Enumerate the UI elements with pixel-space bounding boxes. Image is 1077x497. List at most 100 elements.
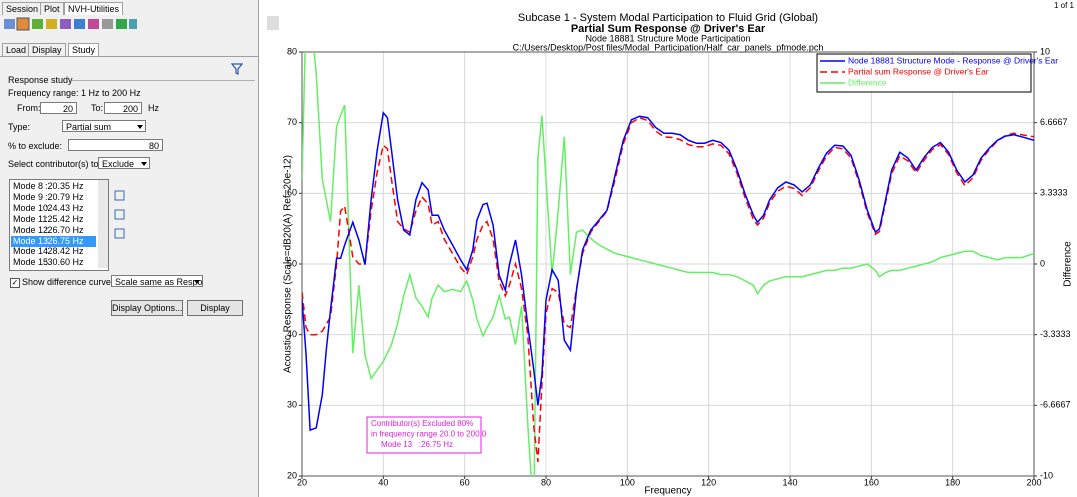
plot-frame xyxy=(301,51,1035,477)
list-item[interactable]: Mode 8:20.35 Hz xyxy=(11,181,96,192)
toolbar-icons xyxy=(4,17,137,31)
mode-list: Mode 8:20.35 Hz Mode 9:20.79 Hz Mode 10:24… xyxy=(9,179,109,271)
section-title: Response study xyxy=(8,75,73,85)
icon[interactable] xyxy=(102,19,113,29)
list-item[interactable]: Mode 9:20.79 Hz xyxy=(11,192,96,203)
list-text: :26.70 Hz xyxy=(45,224,84,235)
label: % to exclude: xyxy=(8,141,63,151)
y-axis-label: Acoustic Response (Scale=dB20(A) Ref=20e… xyxy=(283,155,294,373)
y2-tick-label: 10 xyxy=(1040,46,1050,56)
x-tick-label: 60 xyxy=(460,477,470,487)
legend-label: Difference xyxy=(848,77,887,87)
button[interactable]: Display xyxy=(187,300,243,316)
dropdown[interactable]: Scale same as Respon xyxy=(111,275,203,287)
y2-tick-label: -10 xyxy=(1040,470,1053,480)
label: Type: xyxy=(8,122,31,132)
list-text: Mode 8 xyxy=(13,181,44,191)
y-tick-label: 80 xyxy=(287,46,297,56)
list-text: Mode 12 xyxy=(13,224,49,235)
y-tick-label: 30 xyxy=(287,400,297,410)
y2-tick-label: 3.3333 xyxy=(1040,188,1068,198)
legend-box xyxy=(816,53,1032,93)
icon[interactable] xyxy=(46,19,57,29)
annotation-text: Mode 13 :26.75 Hz xyxy=(381,440,453,449)
tab[interactable]: Plot xyxy=(40,2,64,15)
tab[interactable]: NVH-Utilities xyxy=(64,2,124,15)
list-item[interactable]: Mode 14:28.42 Hz xyxy=(11,246,96,257)
tab[interactable]: Display xyxy=(28,43,66,56)
separator xyxy=(72,80,255,81)
chart-title: Subcase 1 - System Modal Participation t… xyxy=(518,12,818,24)
icon[interactable] xyxy=(114,228,125,239)
y-tick-label: 20 xyxy=(287,470,297,480)
list-item[interactable]: Mode 15:30.60 Hz xyxy=(11,257,96,268)
x-tick-label: 140 xyxy=(782,477,797,487)
tab[interactable]: Session xyxy=(2,2,43,15)
y2-tick-label: -6.6667 xyxy=(1040,400,1071,410)
icon[interactable] xyxy=(114,190,125,201)
annotation-text: in frequency range 20.0 to 200.0 xyxy=(371,430,487,439)
list-item[interactable]: Mode 11:25.42 Hz xyxy=(11,214,96,225)
list-text: Mode 11 xyxy=(13,213,48,224)
list-text: Mode 15 xyxy=(13,257,49,268)
list-item[interactable]: Mode 10:24.43 Hz xyxy=(11,203,96,214)
input[interactable]: 200 xyxy=(104,102,142,114)
list-text: :20.35 Hz xyxy=(45,181,84,191)
dropdown[interactable]: Exclude xyxy=(98,157,150,169)
x-tick-label: 200 xyxy=(1026,477,1041,487)
list-text: Mode 14 xyxy=(13,246,49,257)
y2-tick-label: -3.3333 xyxy=(1040,329,1071,339)
x-tick-label: 40 xyxy=(378,477,388,487)
button[interactable]: Display Options... xyxy=(111,300,183,316)
list-item[interactable]: Mode 12:26.70 Hz xyxy=(11,225,96,236)
icon[interactable] xyxy=(4,19,15,29)
list-text: :26.75 Hz xyxy=(45,235,84,246)
list-text: Mode 9 xyxy=(13,191,44,202)
list-text: :28.42 Hz xyxy=(45,246,84,257)
filter-icon[interactable] xyxy=(231,63,243,75)
input[interactable]: 20 xyxy=(40,102,77,114)
x-axis-label: Frequency xyxy=(644,486,691,497)
page-icon xyxy=(267,16,279,30)
x-tick-label: 160 xyxy=(864,477,879,487)
toolbar xyxy=(2,16,137,32)
tab-line xyxy=(0,56,258,57)
dropdown[interactable]: Partial sum xyxy=(62,120,146,132)
icon[interactable] xyxy=(32,19,43,29)
icon[interactable] xyxy=(16,17,30,31)
x-tick-label: 20 xyxy=(297,477,307,487)
scrollbar[interactable] xyxy=(98,180,108,268)
x-tick-label: 120 xyxy=(701,477,716,487)
annotation-text: Contributor(s) Excluded 80% xyxy=(371,419,473,428)
label: From: xyxy=(17,103,41,113)
y-tick-label: 60 xyxy=(287,188,297,198)
y-tick-label: 70 xyxy=(287,117,297,127)
icon[interactable] xyxy=(129,19,137,29)
annotation-box xyxy=(366,416,482,454)
chart-subtitle: Node 18881 Structure Mode Participation xyxy=(585,33,750,43)
y2-axis-label: Difference xyxy=(1063,241,1074,287)
list-text: Mode 13 xyxy=(13,235,49,246)
list-text: :24.43 Hz xyxy=(45,202,84,213)
legend-label: Node 18881 Structure Mode - Response @ D… xyxy=(848,55,1058,65)
list-text: :25.42 Hz xyxy=(45,213,84,224)
x-tick-label: 80 xyxy=(541,477,551,487)
icon[interactable] xyxy=(114,209,125,220)
list-text: :30.60 Hz xyxy=(45,257,84,268)
list-item[interactable]: Mode 13:26.75 Hz xyxy=(11,235,96,247)
label: Show difference curve as: xyxy=(22,277,126,287)
icon[interactable] xyxy=(74,19,85,29)
icon[interactable] xyxy=(116,19,127,29)
tab[interactable]: Study xyxy=(68,43,100,56)
x-tick-label: 100 xyxy=(620,477,635,487)
icon[interactable] xyxy=(88,19,99,29)
chart: 1 of 1 Subcase 1 - System Modal Particip… xyxy=(267,1,1075,497)
series-line xyxy=(302,111,1034,432)
icon[interactable] xyxy=(60,19,71,29)
label: Hz xyxy=(148,103,159,113)
tab[interactable]: Load xyxy=(2,43,31,56)
input[interactable]: 80 xyxy=(68,139,163,151)
checkbox[interactable]: ✓ xyxy=(10,278,20,288)
y2-tick-label: 0 xyxy=(1040,258,1045,268)
series-line xyxy=(302,52,1034,476)
